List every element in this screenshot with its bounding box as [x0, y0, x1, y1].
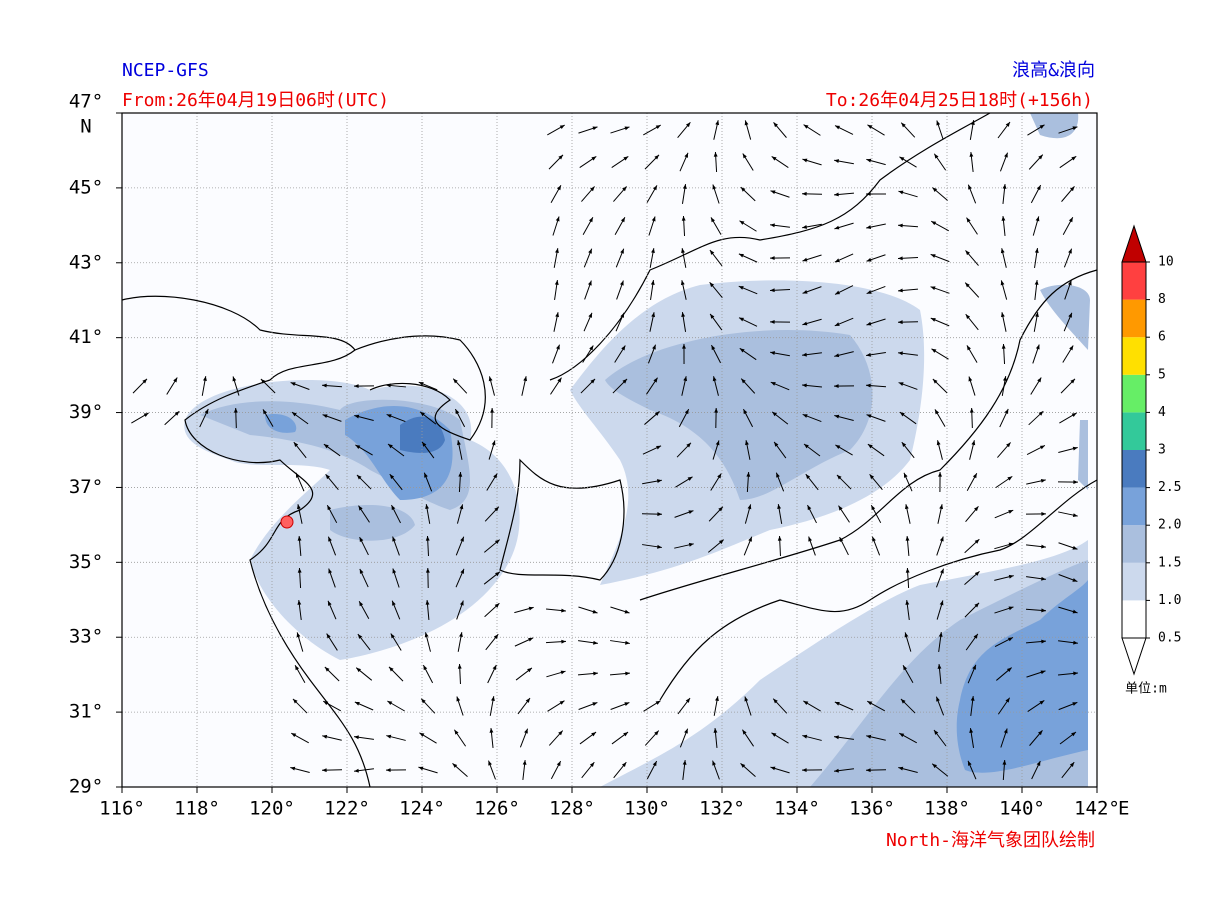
x-tick-label: 128° — [549, 798, 595, 820]
y-tick-label: 41° — [69, 326, 103, 348]
x-tick-label: 126° — [474, 798, 520, 820]
x-tick-label: 120° — [249, 798, 295, 820]
credit: North-海洋气象团队绘制 — [886, 830, 1095, 851]
x-tick-label: 134° — [774, 798, 820, 820]
colorbar-label: 10 — [1158, 255, 1174, 270]
colorbar-swatch — [1122, 488, 1146, 526]
colorbar-swatch — [1122, 563, 1146, 601]
colorbar-swatch — [1122, 375, 1146, 413]
location-marker — [281, 516, 293, 528]
x-tick-label: 142° — [1074, 798, 1120, 820]
y-tick-label: 39° — [69, 401, 103, 423]
x-tick-label: 138° — [924, 798, 970, 820]
colorbar-swatch — [1122, 300, 1146, 338]
colorbar-label: 2.5 — [1158, 480, 1181, 495]
model-name: NCEP-GFS — [122, 60, 209, 81]
x-tick-label: 116° — [99, 798, 145, 820]
y-tick-label: 29° — [69, 776, 103, 798]
y-tick-label: 37° — [69, 476, 103, 498]
colorbar-swatch — [1122, 525, 1146, 563]
start-time: From:26年04月19日06时(UTC) — [122, 90, 389, 111]
colorbar-label: 8 — [1158, 292, 1166, 307]
y-unit: N — [80, 116, 91, 138]
y-tick-label: 43° — [69, 251, 103, 273]
colorbar-swatch — [1122, 337, 1146, 375]
y-tick-label: 45° — [69, 176, 103, 198]
colorbar-unit: 单位:m — [1125, 682, 1167, 697]
colorbar-label: 2.0 — [1158, 518, 1181, 533]
y-tick-label: 47° — [69, 91, 103, 113]
x-tick-label: 122° — [324, 798, 370, 820]
colorbar-swatch — [1122, 450, 1146, 488]
colorbar-swatch — [1122, 412, 1146, 450]
colorbar-swatch — [1122, 262, 1146, 300]
product-name: 浪高&浪向 — [1012, 60, 1095, 81]
y-tick-label: 35° — [69, 551, 103, 573]
colorbar-label: 4 — [1158, 405, 1166, 420]
x-tick-label: 140° — [999, 798, 1045, 820]
colorbar-swatch — [1122, 600, 1146, 638]
end-time: To:26年04月25日18时(+156h) — [826, 90, 1093, 111]
x-tick-label: 136° — [849, 798, 895, 820]
colorbar-label: 1.0 — [1158, 593, 1181, 608]
x-tick-label: 118° — [174, 798, 220, 820]
y-tick-label: 31° — [69, 701, 103, 723]
colorbar-label: 5 — [1158, 367, 1166, 382]
x-tick-label: 124° — [399, 798, 445, 820]
x-tick-label: 130° — [624, 798, 670, 820]
y-tick-label: 33° — [69, 626, 103, 648]
x-tick-label: 132° — [699, 798, 745, 820]
colorbar-label: 6 — [1158, 330, 1166, 345]
colorbar-label: 0.5 — [1158, 631, 1181, 646]
colorbar-label: 1.5 — [1158, 555, 1181, 570]
colorbar-label: 3 — [1158, 443, 1166, 458]
